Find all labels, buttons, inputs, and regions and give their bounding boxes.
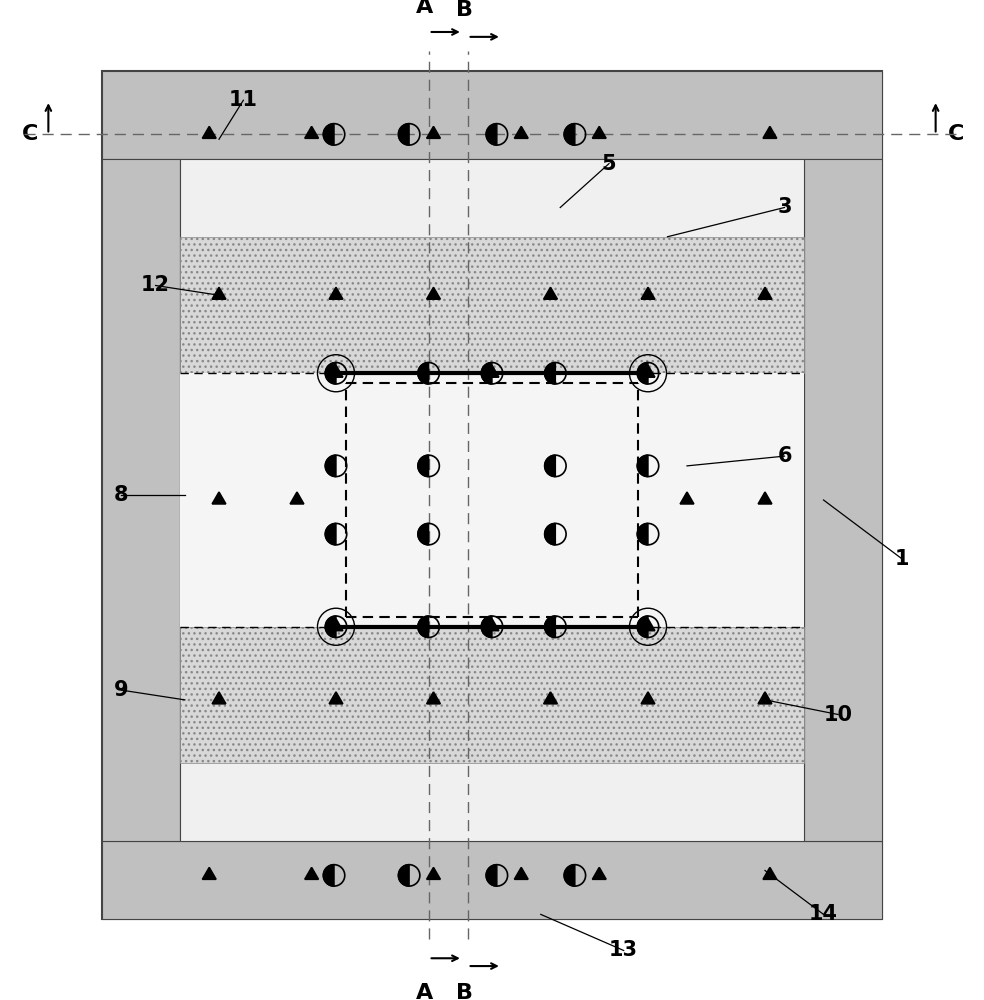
Polygon shape (759, 692, 771, 704)
Polygon shape (481, 363, 492, 384)
Bar (102, 71, 882, 919)
Polygon shape (486, 124, 497, 145)
Polygon shape (330, 287, 342, 299)
Text: 12: 12 (141, 275, 170, 295)
Polygon shape (305, 126, 319, 138)
Polygon shape (418, 455, 429, 477)
Text: B: B (457, 0, 473, 20)
Polygon shape (203, 867, 216, 879)
Polygon shape (638, 363, 648, 384)
Polygon shape (213, 492, 225, 504)
Polygon shape (638, 523, 648, 545)
Polygon shape (290, 492, 304, 504)
Polygon shape (427, 692, 440, 704)
Bar (180, 159, 804, 841)
Polygon shape (326, 363, 336, 384)
Polygon shape (544, 692, 557, 704)
Polygon shape (642, 287, 654, 299)
Polygon shape (485, 619, 499, 631)
Polygon shape (330, 692, 342, 704)
Polygon shape (759, 287, 771, 299)
Polygon shape (418, 616, 429, 637)
Bar (180, 237, 804, 373)
Polygon shape (545, 523, 555, 545)
Polygon shape (427, 867, 440, 879)
Bar (180, 373, 804, 627)
Polygon shape (642, 692, 654, 704)
Polygon shape (203, 126, 216, 138)
Polygon shape (213, 692, 225, 704)
Polygon shape (545, 616, 555, 637)
Polygon shape (592, 126, 606, 138)
Polygon shape (592, 867, 606, 879)
Polygon shape (399, 865, 409, 886)
Polygon shape (486, 865, 497, 886)
Polygon shape (330, 365, 342, 377)
Polygon shape (418, 523, 429, 545)
Text: A: A (416, 983, 433, 1000)
Text: 14: 14 (809, 904, 838, 924)
Polygon shape (326, 616, 336, 637)
Polygon shape (427, 126, 440, 138)
Polygon shape (759, 492, 771, 504)
Polygon shape (324, 124, 334, 145)
Polygon shape (213, 287, 225, 299)
Bar (102, 841, 882, 919)
Polygon shape (326, 455, 336, 477)
Text: 8: 8 (114, 485, 129, 505)
Text: A: A (416, 0, 433, 17)
Polygon shape (638, 616, 648, 637)
Text: 13: 13 (609, 940, 639, 960)
Polygon shape (485, 365, 499, 377)
Polygon shape (545, 363, 555, 384)
Polygon shape (638, 455, 648, 477)
Text: B: B (457, 983, 473, 1000)
Polygon shape (544, 287, 557, 299)
Polygon shape (763, 126, 776, 138)
Polygon shape (324, 865, 334, 886)
Text: 9: 9 (114, 680, 129, 700)
Text: 11: 11 (229, 90, 258, 110)
Text: C: C (23, 124, 38, 144)
Text: 5: 5 (601, 154, 616, 174)
Polygon shape (642, 619, 654, 631)
Bar (180, 627, 804, 763)
Polygon shape (545, 455, 555, 477)
Polygon shape (564, 865, 575, 886)
Text: 3: 3 (777, 197, 792, 217)
Text: 10: 10 (824, 705, 852, 725)
Polygon shape (564, 124, 575, 145)
Polygon shape (763, 867, 776, 879)
Polygon shape (305, 867, 319, 879)
Polygon shape (680, 492, 694, 504)
Bar (804, 159, 882, 841)
Polygon shape (427, 287, 440, 299)
Text: 6: 6 (777, 446, 792, 466)
Bar (102, 159, 180, 841)
Polygon shape (515, 126, 528, 138)
Polygon shape (642, 365, 654, 377)
Polygon shape (326, 523, 336, 545)
Polygon shape (418, 363, 429, 384)
Text: C: C (949, 124, 964, 144)
Polygon shape (515, 867, 528, 879)
Polygon shape (330, 619, 342, 631)
Polygon shape (481, 616, 492, 637)
Polygon shape (399, 124, 409, 145)
Bar (102, 71, 882, 159)
Text: 1: 1 (894, 549, 909, 569)
